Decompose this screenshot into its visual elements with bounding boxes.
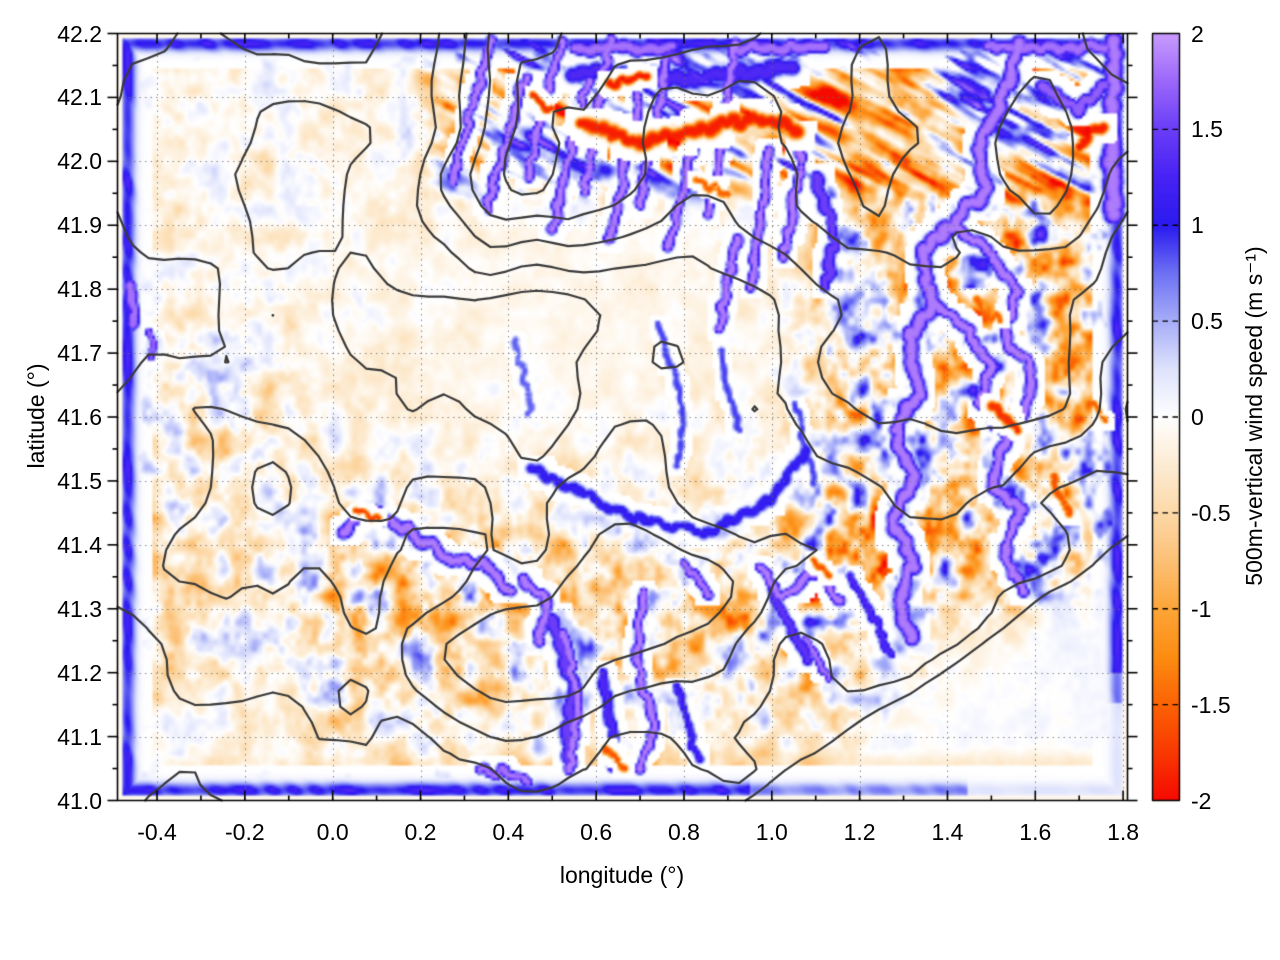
x-tick-label: -0.2 xyxy=(225,819,265,845)
colorbar-tick-label: 0 xyxy=(1191,404,1204,430)
x-tick-label: 0.0 xyxy=(316,819,349,845)
x-tick-label: 0.6 xyxy=(580,819,613,845)
y-tick-label: 41.4 xyxy=(57,531,102,558)
x-tick-label: 0.4 xyxy=(492,819,525,845)
y-tick-label: 41.8 xyxy=(57,276,102,303)
colorbar-tick-label: -2 xyxy=(1191,787,1212,814)
x-tick-label: 0.2 xyxy=(404,819,437,845)
y-tick-label: 42.2 xyxy=(57,20,102,47)
y-tick-label: 41.2 xyxy=(57,659,102,686)
colorbar-tick-label: 1.5 xyxy=(1191,116,1223,143)
x-tick-label: 1.6 xyxy=(1019,819,1052,845)
colorbar-tick-label: -1 xyxy=(1191,595,1212,622)
y-tick-label: 41.1 xyxy=(57,723,102,750)
colorbar-tick-label: -1.5 xyxy=(1191,691,1231,718)
y-tick-label: 42.0 xyxy=(57,148,102,175)
colorbar-tick-label: -0.5 xyxy=(1191,499,1231,526)
y-tick-label: 42.1 xyxy=(57,84,102,111)
y-tick-label: 41.7 xyxy=(57,340,102,367)
y-tick-label: 41.0 xyxy=(57,787,102,814)
y-tick-label: 41.6 xyxy=(57,404,102,430)
x-tick-label: 0.8 xyxy=(667,819,700,845)
y-tick-label: 41.3 xyxy=(57,595,102,622)
x-tick-label: 1.0 xyxy=(755,819,788,845)
y-tick-label: 41.9 xyxy=(57,212,102,239)
x-tick-label: 1.2 xyxy=(843,819,876,845)
x-tick-label: 1.8 xyxy=(1107,819,1140,845)
y-tick-label: 41.5 xyxy=(57,467,102,494)
colorbar-tick-label: 2 xyxy=(1191,20,1204,47)
x-tick-label: 1.4 xyxy=(931,819,964,845)
colorbar-tick-label: 0.5 xyxy=(1191,308,1223,335)
colorbar-tick-label: 1 xyxy=(1191,212,1204,239)
x-axis-title: longitude (°) xyxy=(559,862,685,888)
x-tick-label: -0.4 xyxy=(137,819,177,845)
